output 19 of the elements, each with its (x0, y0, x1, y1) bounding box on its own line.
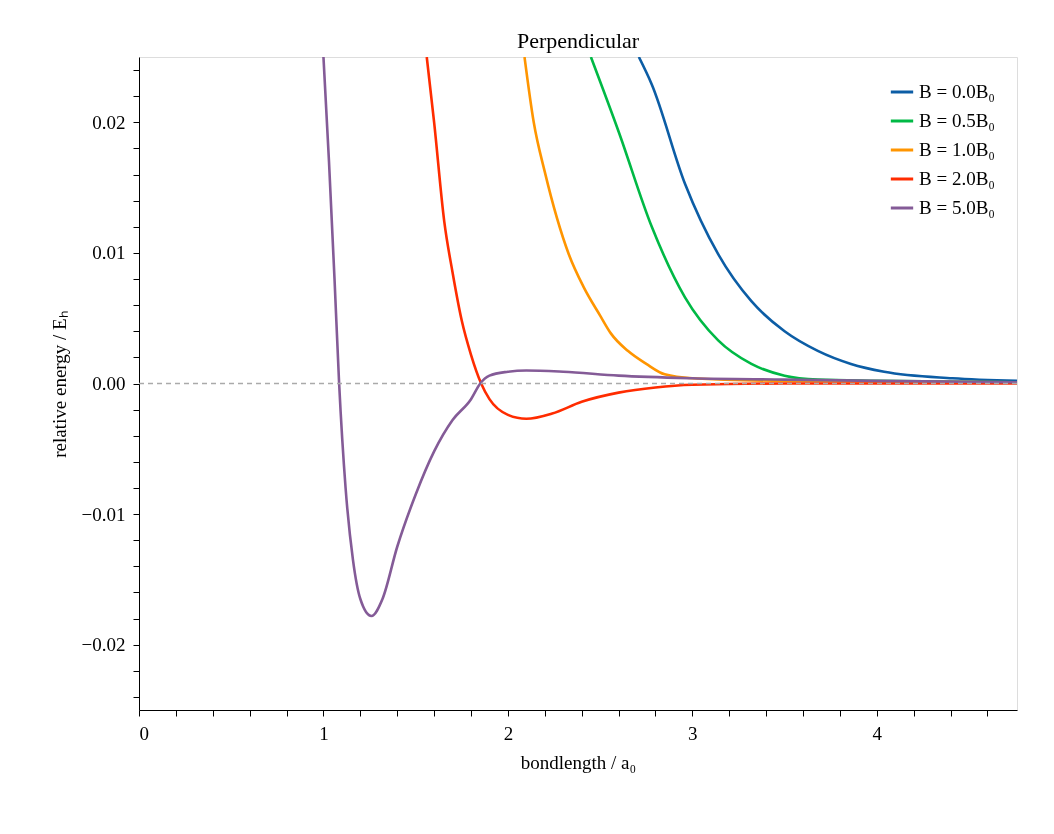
chart-title: Perpendicular (516, 28, 640, 53)
y-tick-label: 0.02 (92, 111, 126, 133)
x-tick-label: 2 (503, 722, 514, 744)
legend-label: B = 0.0B₀ (919, 81, 995, 102)
y-tick-label: 0.01 (92, 242, 126, 264)
x-tick-label: 3 (688, 722, 698, 744)
x-tick-label: 1 (319, 722, 329, 744)
x-axis-title: bondlength / a₀ (520, 751, 637, 773)
y-tick-label: 0.00 (92, 373, 126, 394)
line-series (322, 57, 1017, 618)
x-tick-label: 4 (872, 722, 883, 744)
y-tick-label: −0.01 (81, 503, 126, 525)
legend-label: B = 1.0B₀ (919, 139, 995, 160)
y-axis-title: relative energy / Eₕ (48, 310, 70, 458)
y-tick-label: −0.02 (81, 634, 126, 656)
legend-label: B = 5.0B₀ (919, 197, 995, 218)
legend-label: B = 2.0B₀ (919, 168, 995, 189)
legend-label: B = 0.5B₀ (919, 110, 995, 131)
x-tick-label: 0 (139, 722, 149, 744)
